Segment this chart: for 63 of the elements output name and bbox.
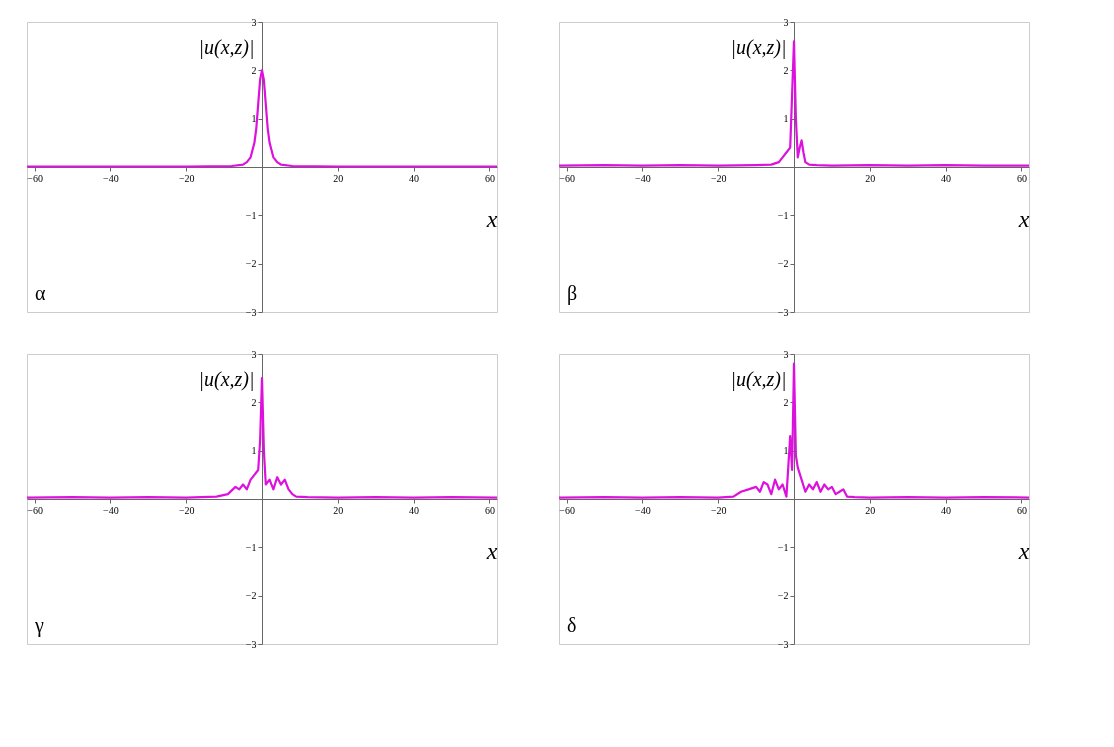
x-tick-label: 60	[484, 172, 495, 184]
y-tick-label: −2	[245, 258, 257, 270]
x-tick-label: −20	[710, 504, 727, 516]
y-axis-title: |u(x,z)|	[730, 35, 787, 59]
y-axis-title: |u(x,z)|	[198, 367, 255, 391]
x-tick-label: 60	[1016, 504, 1027, 516]
y-tick-label: −2	[777, 590, 789, 602]
y-tick-label: 1	[251, 113, 257, 125]
y-tick-label: 3	[251, 348, 257, 360]
y-tick-label: −3	[777, 638, 789, 650]
x-tick-label: 40	[409, 172, 420, 184]
x-tick-label: −40	[103, 172, 119, 184]
y-tick-label: −2	[245, 590, 257, 602]
x-tick-label: −60	[559, 504, 575, 516]
y-tick-label: −1	[245, 541, 257, 553]
x-tick-label: −40	[635, 172, 651, 184]
y-tick-label: −2	[777, 258, 789, 270]
x-tick-label: −60	[27, 504, 43, 516]
y-axis-title: |u(x,z)|	[730, 367, 787, 391]
y-tick-label: 3	[251, 16, 257, 28]
y-tick-label: 2	[251, 396, 257, 408]
line-series	[559, 40, 1029, 167]
x-tick-label: 20	[865, 504, 876, 516]
x-tick-label: 20	[865, 172, 876, 184]
line-series	[27, 69, 497, 168]
y-tick-label: −1	[777, 209, 789, 221]
y-tick-label: −3	[777, 306, 789, 318]
x-tick-label: −20	[178, 504, 195, 516]
annotation: γ	[34, 614, 44, 637]
y-tick-label: −1	[777, 541, 789, 553]
x-axis-title: x	[485, 537, 498, 564]
x-tick-label: 40	[941, 172, 952, 184]
y-tick-label: 1	[783, 113, 789, 125]
x-tick-label: 60	[484, 504, 495, 516]
x-tick-label: 40	[941, 504, 952, 516]
y-tick-label: 2	[783, 396, 789, 408]
y-tick-label: 1	[783, 445, 789, 457]
x-tick-label: −20	[178, 172, 195, 184]
x-axis-title: x	[1017, 537, 1030, 564]
x-axis-title: x	[485, 205, 498, 232]
x-axis-title: x	[1017, 205, 1030, 232]
x-tick-label: 60	[1016, 172, 1027, 184]
y-tick-label: −3	[245, 638, 257, 650]
x-tick-label: 20	[333, 172, 344, 184]
x-tick-label: −40	[103, 504, 119, 516]
x-tick-label: −60	[559, 172, 575, 184]
x-tick-label: 40	[409, 504, 420, 516]
y-axis-title: |u(x,z)|	[198, 35, 255, 59]
annotation: β	[567, 282, 578, 305]
x-tick-label: −20	[710, 172, 727, 184]
line-series	[559, 362, 1029, 499]
x-tick-label: −40	[635, 504, 651, 516]
y-tick-label: 3	[783, 16, 789, 28]
x-tick-label: −60	[27, 172, 43, 184]
y-tick-label: −1	[245, 209, 257, 221]
y-tick-label: −3	[245, 306, 257, 318]
annotation: α	[35, 282, 46, 304]
y-tick-label: 2	[783, 64, 789, 76]
y-tick-label: 2	[251, 64, 257, 76]
y-tick-label: 1	[251, 445, 257, 457]
annotation: δ	[567, 614, 577, 636]
x-tick-label: 20	[333, 504, 344, 516]
y-tick-label: 3	[783, 348, 789, 360]
